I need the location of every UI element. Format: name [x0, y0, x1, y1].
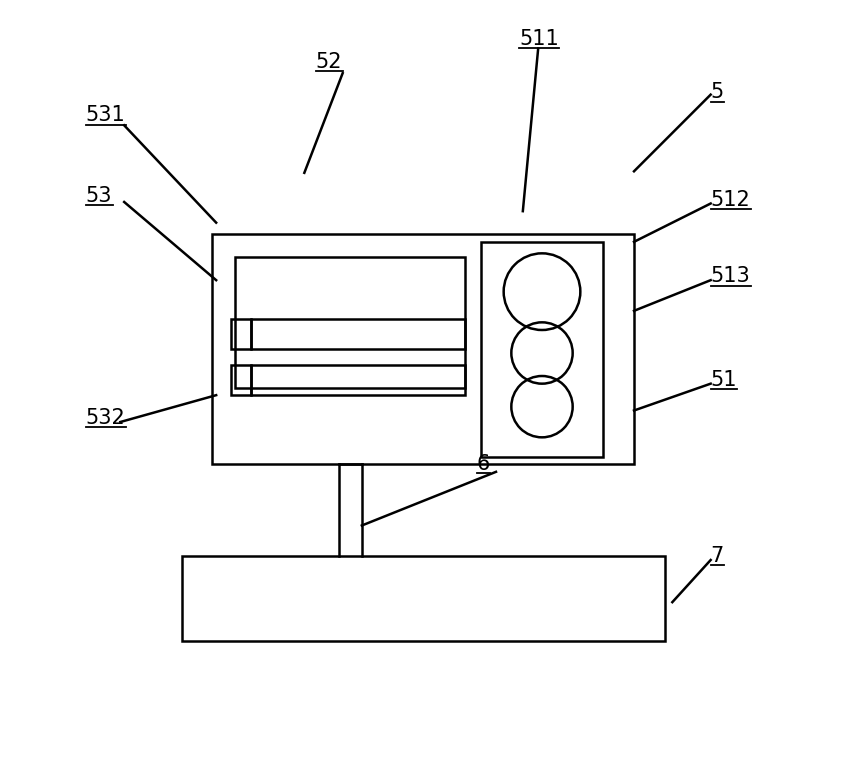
- Text: 7: 7: [710, 546, 723, 567]
- Text: 531: 531: [86, 105, 125, 126]
- Bar: [480, 242, 602, 456]
- Text: 52: 52: [316, 52, 342, 71]
- Text: 532: 532: [86, 408, 125, 428]
- Text: 6: 6: [476, 454, 490, 474]
- Bar: [231, 364, 251, 395]
- Text: 5: 5: [710, 82, 723, 102]
- Bar: [251, 364, 465, 395]
- Bar: [182, 556, 664, 640]
- Bar: [235, 257, 465, 388]
- Text: 512: 512: [710, 190, 750, 210]
- Text: 513: 513: [710, 267, 750, 286]
- Bar: [251, 319, 465, 350]
- Text: 511: 511: [519, 29, 558, 49]
- Text: 51: 51: [710, 370, 736, 390]
- Bar: [231, 319, 251, 350]
- Bar: [212, 234, 633, 464]
- Text: 53: 53: [86, 186, 113, 206]
